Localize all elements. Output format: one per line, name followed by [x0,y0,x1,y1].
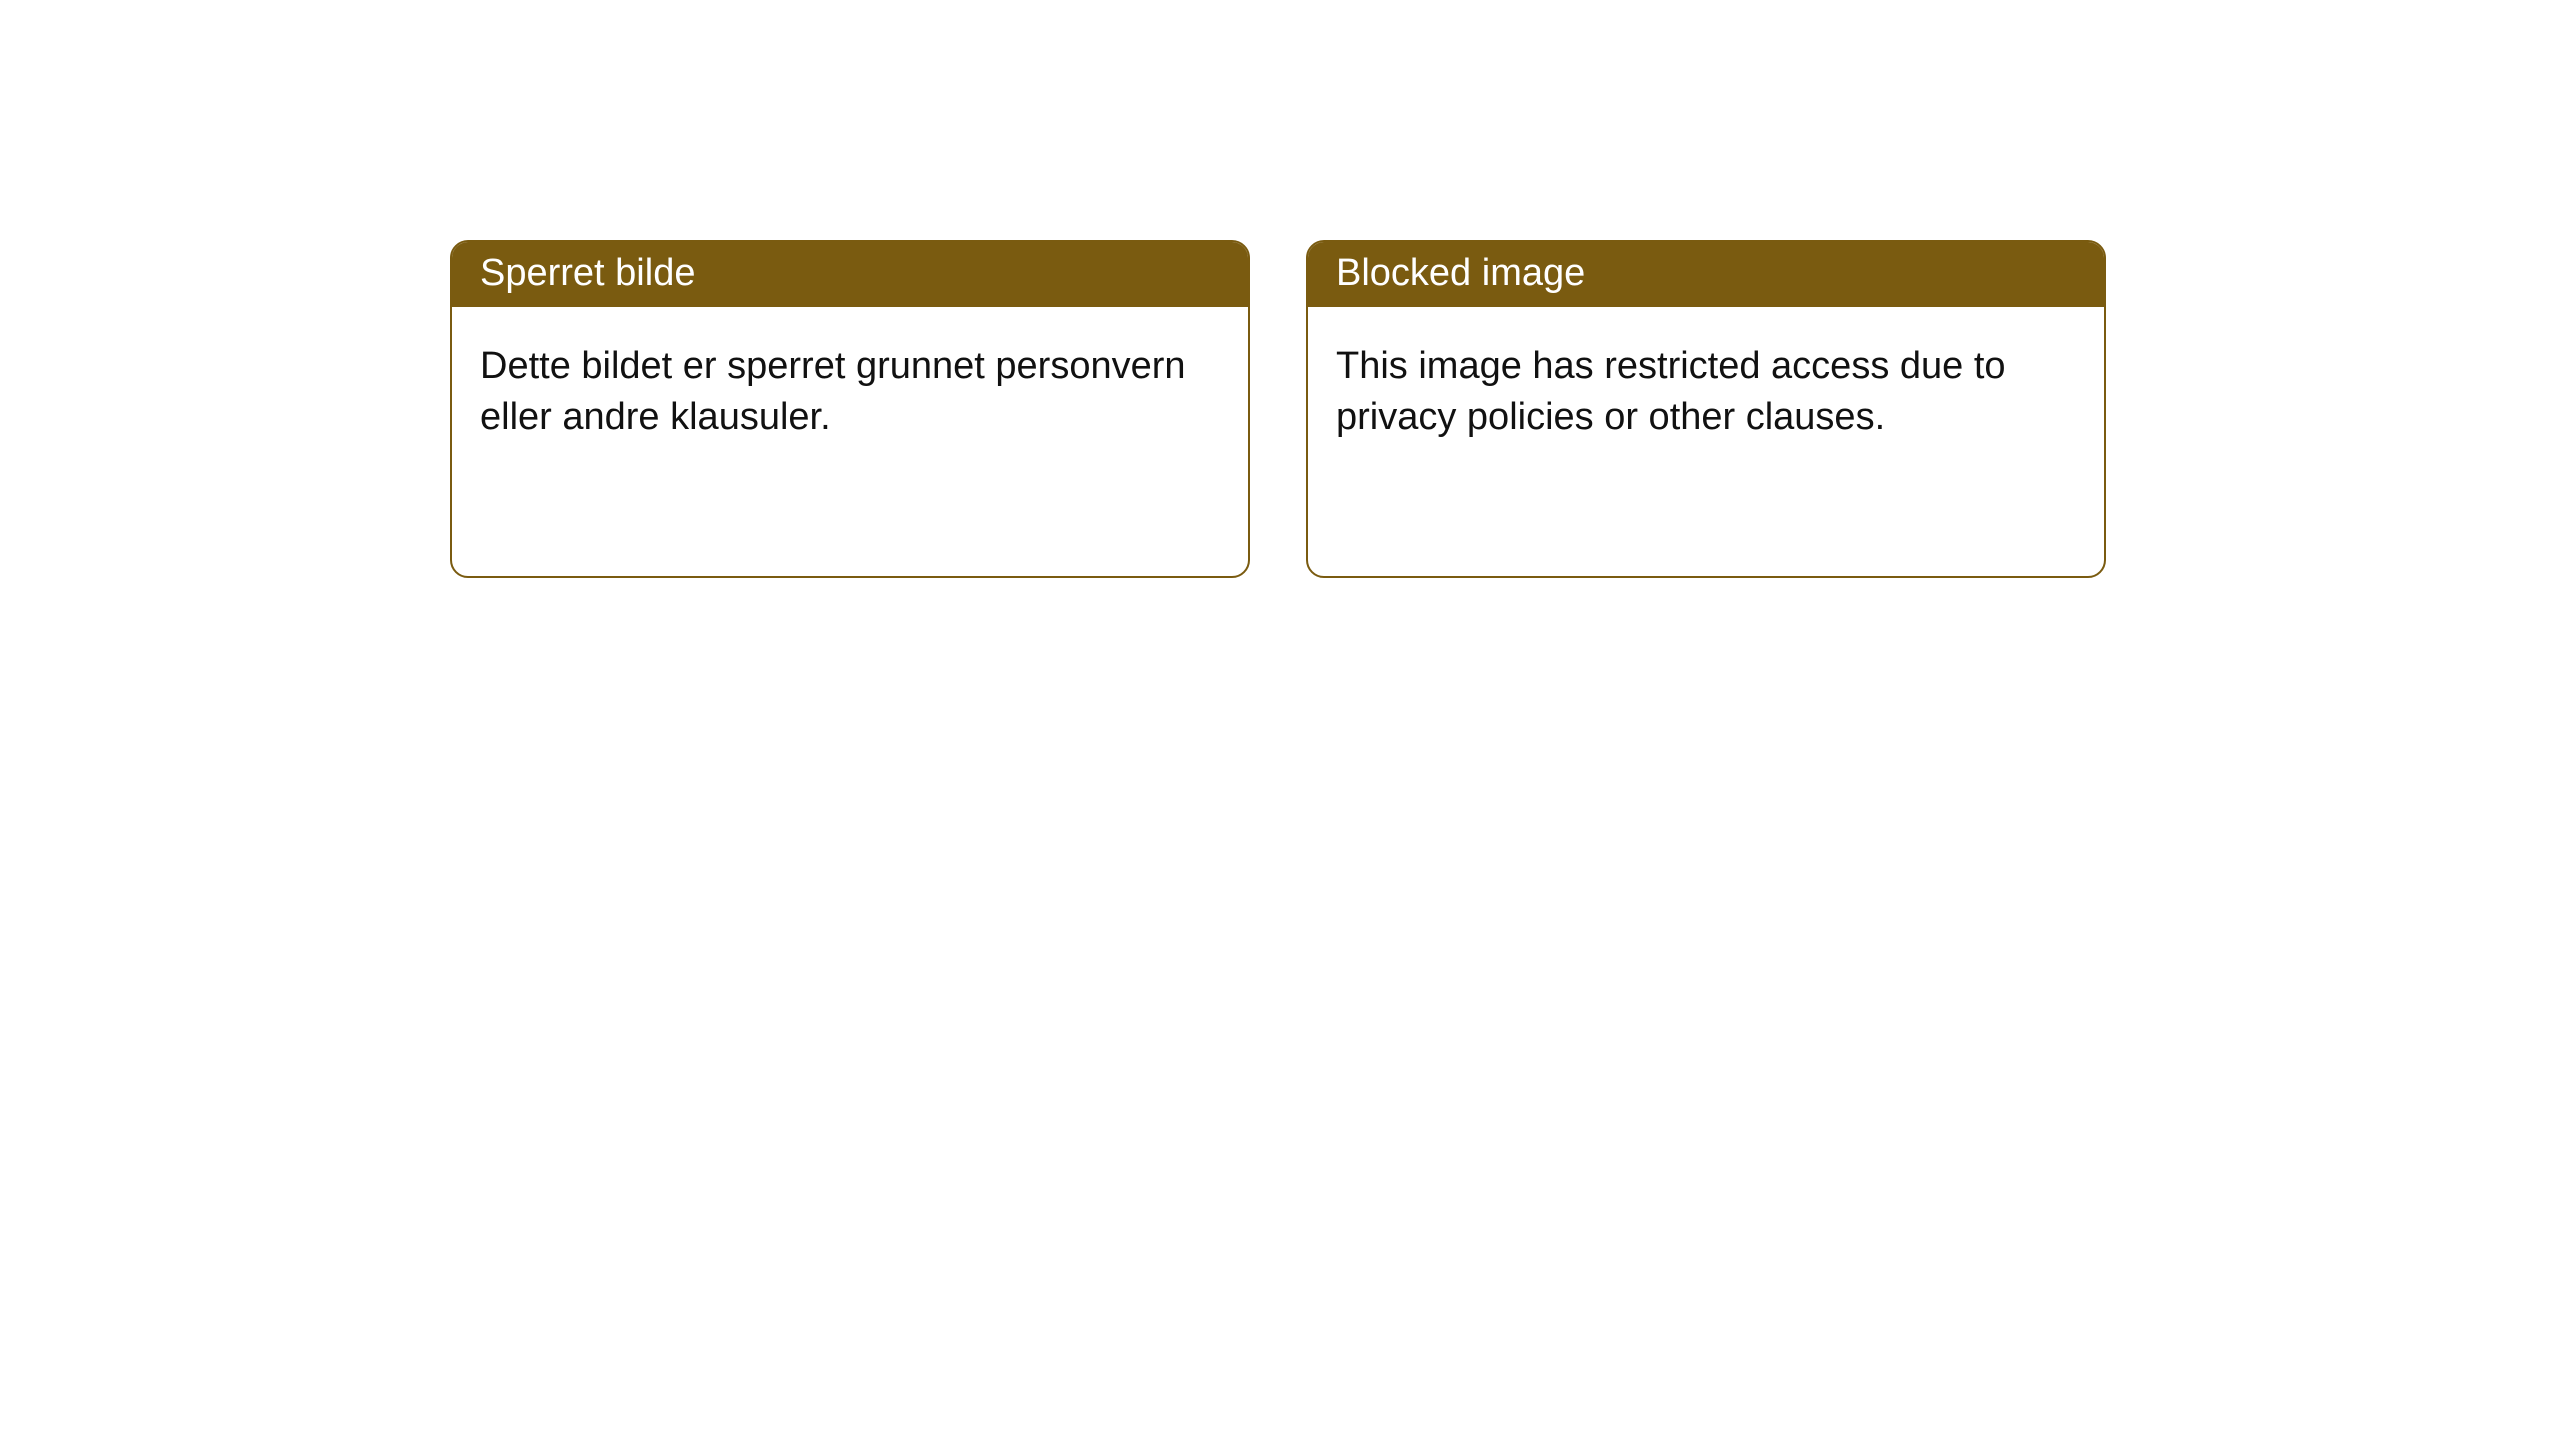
notice-card-header: Sperret bilde [452,242,1248,307]
notice-container: Sperret bilde Dette bildet er sperret gr… [0,0,2560,578]
notice-card-text: Dette bildet er sperret grunnet personve… [480,345,1186,438]
notice-card-english: Blocked image This image has restricted … [1306,240,2106,578]
notice-card-header: Blocked image [1308,242,2104,307]
notice-card-body: Dette bildet er sperret grunnet personve… [452,307,1248,472]
notice-card-norwegian: Sperret bilde Dette bildet er sperret gr… [450,240,1250,578]
notice-card-text: This image has restricted access due to … [1336,345,2006,438]
notice-card-body: This image has restricted access due to … [1308,307,2104,472]
notice-card-title: Blocked image [1336,252,1585,294]
notice-card-title: Sperret bilde [480,252,695,294]
